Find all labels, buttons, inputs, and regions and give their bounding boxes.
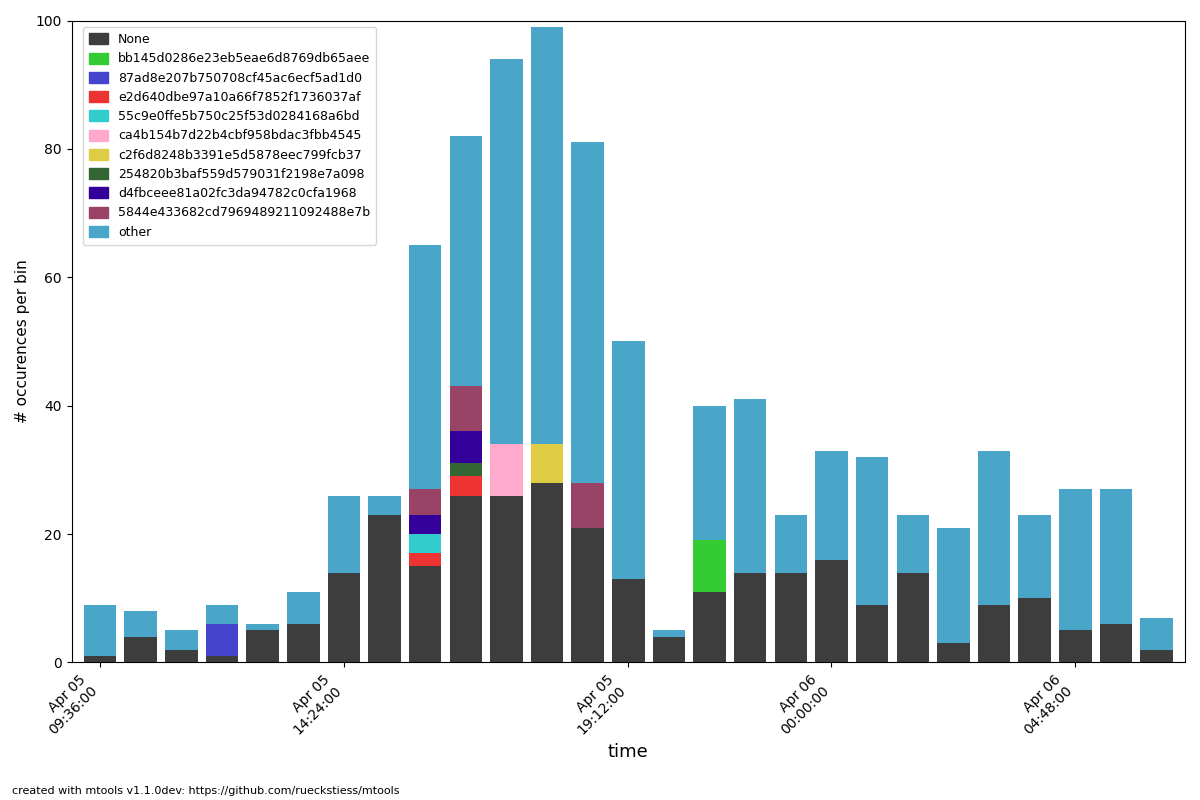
Bar <box>856 605 888 662</box>
Bar <box>1140 650 1172 662</box>
Bar <box>775 514 808 573</box>
Bar <box>571 482 604 528</box>
Bar <box>612 579 644 662</box>
Bar <box>368 514 401 662</box>
Bar <box>409 554 442 566</box>
Bar <box>205 605 239 624</box>
Bar <box>734 573 767 662</box>
Legend: None, bb145d0286e23eb5eae6d8769db65aee, 87ad8e207b750708cf45ac6ecf5ad1d0, e2d640: None, bb145d0286e23eb5eae6d8769db65aee, … <box>83 27 377 245</box>
Bar <box>166 630 198 650</box>
Bar <box>450 431 482 463</box>
Bar <box>490 59 523 444</box>
Bar <box>653 630 685 637</box>
Bar <box>450 463 482 476</box>
Bar <box>815 450 847 560</box>
X-axis label: time: time <box>608 743 649 761</box>
Bar <box>571 528 604 662</box>
Bar <box>694 541 726 592</box>
Bar <box>246 624 278 630</box>
Bar <box>205 656 239 662</box>
Bar <box>450 136 482 386</box>
Bar <box>450 386 482 431</box>
Bar <box>978 450 1010 605</box>
Bar <box>450 476 482 495</box>
Bar <box>856 457 888 605</box>
Bar <box>937 528 970 643</box>
Bar <box>1140 618 1172 650</box>
Bar <box>125 637 157 662</box>
Bar <box>1019 598 1051 662</box>
Bar <box>694 592 726 662</box>
Bar <box>84 605 116 656</box>
Bar <box>1060 489 1092 630</box>
Bar <box>287 624 319 662</box>
Bar <box>166 650 198 662</box>
Bar <box>368 495 401 514</box>
Bar <box>1060 630 1092 662</box>
Bar <box>815 560 847 662</box>
Bar <box>205 624 239 656</box>
Bar <box>978 605 1010 662</box>
Bar <box>246 630 278 662</box>
Bar <box>450 495 482 662</box>
Bar <box>490 444 523 495</box>
Bar <box>571 142 604 482</box>
Bar <box>734 399 767 573</box>
Bar <box>287 592 319 624</box>
Bar <box>409 566 442 662</box>
Bar <box>612 342 644 579</box>
Bar <box>530 444 563 482</box>
Bar <box>775 573 808 662</box>
Bar <box>896 514 929 573</box>
Bar <box>328 495 360 573</box>
Bar <box>896 573 929 662</box>
Bar <box>409 514 442 534</box>
Bar <box>328 573 360 662</box>
Bar <box>694 406 726 541</box>
Bar <box>125 611 157 637</box>
Bar <box>530 27 563 444</box>
Bar <box>409 489 442 514</box>
Bar <box>490 495 523 662</box>
Y-axis label: # occurences per bin: # occurences per bin <box>16 259 30 423</box>
Bar <box>937 643 970 662</box>
Text: created with mtools v1.1.0dev: https://github.com/rueckstiess/mtools: created with mtools v1.1.0dev: https://g… <box>12 786 400 796</box>
Bar <box>1019 514 1051 598</box>
Bar <box>1099 489 1132 624</box>
Bar <box>409 534 442 554</box>
Bar <box>530 482 563 662</box>
Bar <box>84 656 116 662</box>
Bar <box>653 637 685 662</box>
Bar <box>409 245 442 489</box>
Bar <box>1099 624 1132 662</box>
